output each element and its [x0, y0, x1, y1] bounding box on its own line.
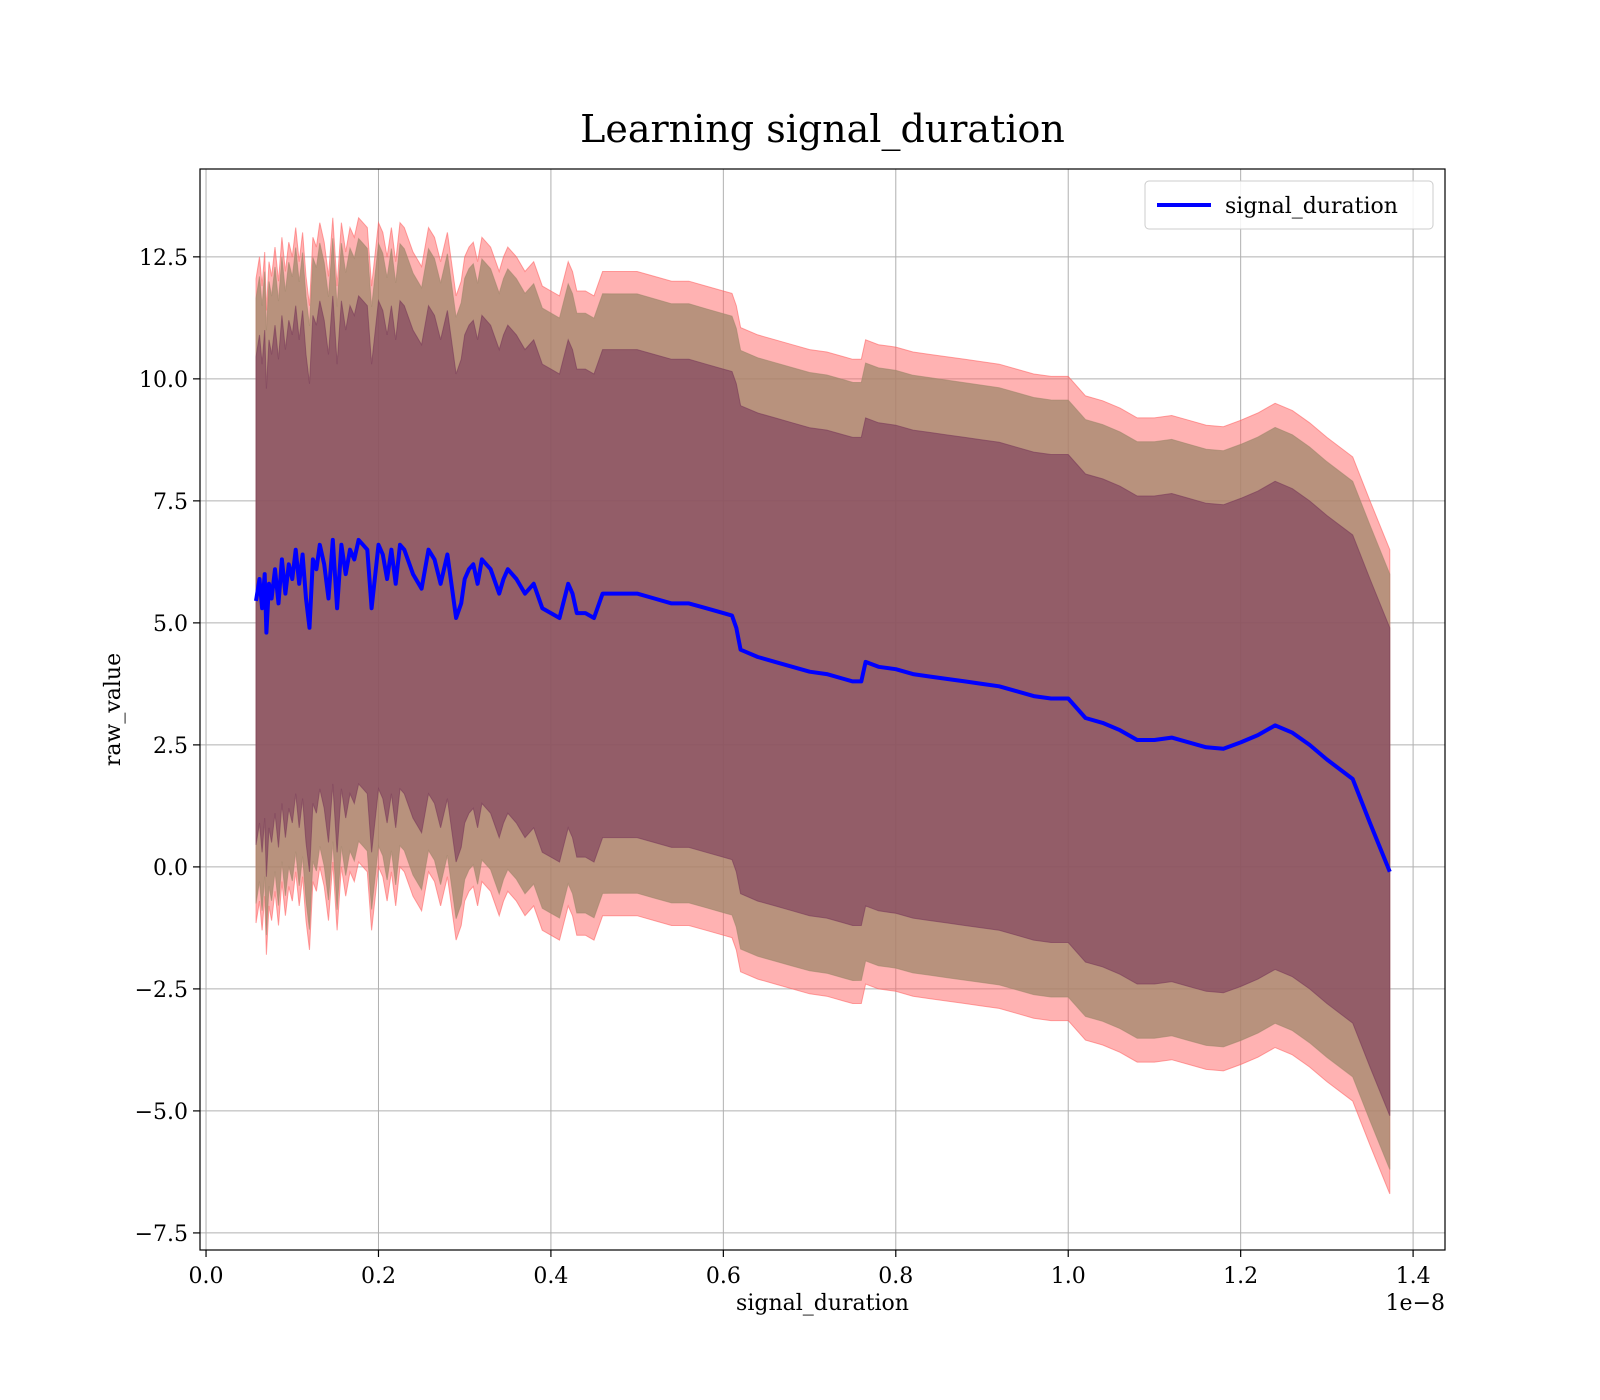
x-axis-ticks: 0.0 0.2 0.4 0.6 0.8 1.0 1.2 1.4 [189, 1250, 1431, 1289]
x-tick-label: 1.2 [1223, 1264, 1258, 1289]
x-tick-label: 1.0 [1051, 1264, 1086, 1289]
series-line-signal-duration [254, 537, 1392, 873]
x-tick-label: 0.0 [189, 1264, 224, 1289]
legend-box [1144, 180, 1434, 230]
y-tick-label: −2.5 [135, 978, 188, 1003]
y-tick-label: −5.0 [135, 1100, 188, 1125]
x-tick-label: 1.4 [1396, 1264, 1431, 1289]
y-tick-label: 2.5 [153, 734, 188, 759]
band-inner [255, 294, 1391, 1116]
y-tick-label: 7.5 [153, 490, 188, 515]
x-tick-label: 0.6 [706, 1264, 741, 1289]
uncertainty-bands [255, 216, 1391, 1195]
y-tick-label: 12.5 [139, 246, 188, 271]
y-axis-ticks: −7.5 −5.0 −2.5 0.0 2.5 5.0 7.5 10.0 12.5 [135, 246, 200, 1247]
y-tick-label: 0.0 [153, 856, 188, 881]
legend: signal_duration [1144, 180, 1434, 230]
x-tick-label: 0.2 [361, 1264, 396, 1289]
x-axis-label: signal_duration [736, 1291, 909, 1316]
plot-frame [199, 168, 1446, 1251]
legend-entry-signal-duration: signal_duration [1225, 194, 1398, 219]
series-lines [254, 537, 1392, 873]
y-tick-label: −7.5 [135, 1222, 188, 1247]
y-axis-label: raw_value [101, 653, 126, 766]
chart-title: Learning signal_duration [580, 107, 1065, 152]
y-tick-label: 10.0 [139, 368, 188, 393]
x-tick-label: 0.4 [533, 1264, 568, 1289]
x-axis-offset-text: 1e−8 [1386, 1291, 1445, 1316]
y-tick-label: 5.0 [153, 612, 188, 637]
x-tick-label: 0.8 [878, 1264, 913, 1289]
